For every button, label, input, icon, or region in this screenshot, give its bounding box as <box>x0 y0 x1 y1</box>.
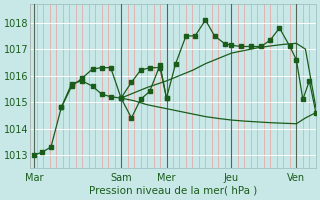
X-axis label: Pression niveau de la mer( hPa ): Pression niveau de la mer( hPa ) <box>89 186 257 196</box>
